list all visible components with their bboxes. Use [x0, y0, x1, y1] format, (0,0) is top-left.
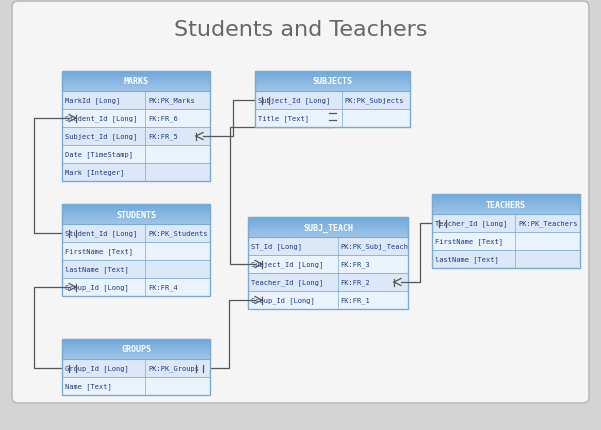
FancyBboxPatch shape	[62, 110, 210, 128]
FancyBboxPatch shape	[62, 224, 210, 243]
FancyBboxPatch shape	[62, 278, 210, 296]
Text: TEACHERS: TEACHERS	[486, 200, 526, 209]
Text: Mark [Integer]: Mark [Integer]	[65, 169, 124, 176]
Text: Name [Text]: Name [Text]	[65, 383, 112, 390]
Text: FK:FR_6: FK:FR_6	[148, 115, 178, 122]
FancyBboxPatch shape	[432, 215, 580, 233]
FancyBboxPatch shape	[62, 261, 210, 278]
Text: Group_Id [Long]: Group_Id [Long]	[251, 297, 315, 304]
Text: Date [TimeStamp]: Date [TimeStamp]	[65, 151, 133, 158]
FancyBboxPatch shape	[62, 128, 210, 146]
FancyBboxPatch shape	[432, 250, 580, 268]
Text: FirstName [Text]: FirstName [Text]	[435, 238, 503, 245]
FancyBboxPatch shape	[62, 164, 210, 181]
Text: Subject_Id [Long]: Subject_Id [Long]	[251, 261, 323, 268]
FancyBboxPatch shape	[432, 233, 580, 250]
FancyBboxPatch shape	[62, 92, 210, 110]
Text: Student_Id [Long]: Student_Id [Long]	[65, 230, 137, 237]
Text: STUDENTS: STUDENTS	[116, 210, 156, 219]
Text: PK:PK_Subj_Teach: PK:PK_Subj_Teach	[341, 243, 409, 250]
FancyBboxPatch shape	[62, 146, 210, 164]
FancyBboxPatch shape	[62, 377, 210, 395]
Text: Subject_Id [Long]: Subject_Id [Long]	[258, 98, 331, 104]
Text: SUBJECTS: SUBJECTS	[313, 77, 353, 86]
FancyBboxPatch shape	[62, 243, 210, 261]
Text: SUBJ_TEACH: SUBJ_TEACH	[303, 223, 353, 232]
FancyBboxPatch shape	[248, 255, 408, 273]
Text: PK:PK_Groups: PK:PK_Groups	[148, 365, 199, 372]
Text: PK:PK_Students: PK:PK_Students	[148, 230, 207, 237]
Text: lastName [Text]: lastName [Text]	[65, 266, 129, 273]
Text: Teacher_Id [Long]: Teacher_Id [Long]	[251, 279, 323, 286]
Text: FK:FR_2: FK:FR_2	[341, 279, 370, 286]
Text: Students and Teachers: Students and Teachers	[174, 20, 427, 40]
Text: FK:FR_3: FK:FR_3	[341, 261, 370, 268]
Text: FK:FR_5: FK:FR_5	[148, 133, 178, 140]
Text: MARKS: MARKS	[123, 77, 148, 86]
FancyBboxPatch shape	[255, 92, 410, 110]
Text: ST_Id [Long]: ST_Id [Long]	[251, 243, 302, 250]
Text: Group_Id [Long]: Group_Id [Long]	[65, 284, 129, 291]
FancyBboxPatch shape	[62, 359, 210, 377]
Text: FirstName [Text]: FirstName [Text]	[65, 248, 133, 255]
Text: lastName [Text]: lastName [Text]	[435, 256, 499, 263]
Text: PK:PK_Subjects: PK:PK_Subjects	[345, 98, 404, 104]
Text: FK:FR_1: FK:FR_1	[341, 297, 370, 304]
Text: PK:PK_Marks: PK:PK_Marks	[148, 98, 195, 104]
Text: PK:PK_Teachers: PK:PK_Teachers	[518, 220, 578, 227]
Text: FK:FR_4: FK:FR_4	[148, 284, 178, 291]
FancyBboxPatch shape	[248, 291, 408, 309]
Text: Student_Id [Long]: Student_Id [Long]	[65, 115, 137, 122]
Text: Teacher_Id [Long]: Teacher_Id [Long]	[435, 220, 507, 227]
Text: Group_Id [Long]: Group_Id [Long]	[65, 365, 129, 372]
Text: Subject_Id [Long]: Subject_Id [Long]	[65, 133, 137, 140]
FancyBboxPatch shape	[248, 237, 408, 255]
FancyBboxPatch shape	[12, 2, 589, 403]
FancyBboxPatch shape	[248, 273, 408, 291]
FancyBboxPatch shape	[255, 110, 410, 128]
Text: GROUPS: GROUPS	[121, 345, 151, 354]
Text: MarkId [Long]: MarkId [Long]	[65, 98, 120, 104]
Text: Title [Text]: Title [Text]	[258, 115, 309, 122]
